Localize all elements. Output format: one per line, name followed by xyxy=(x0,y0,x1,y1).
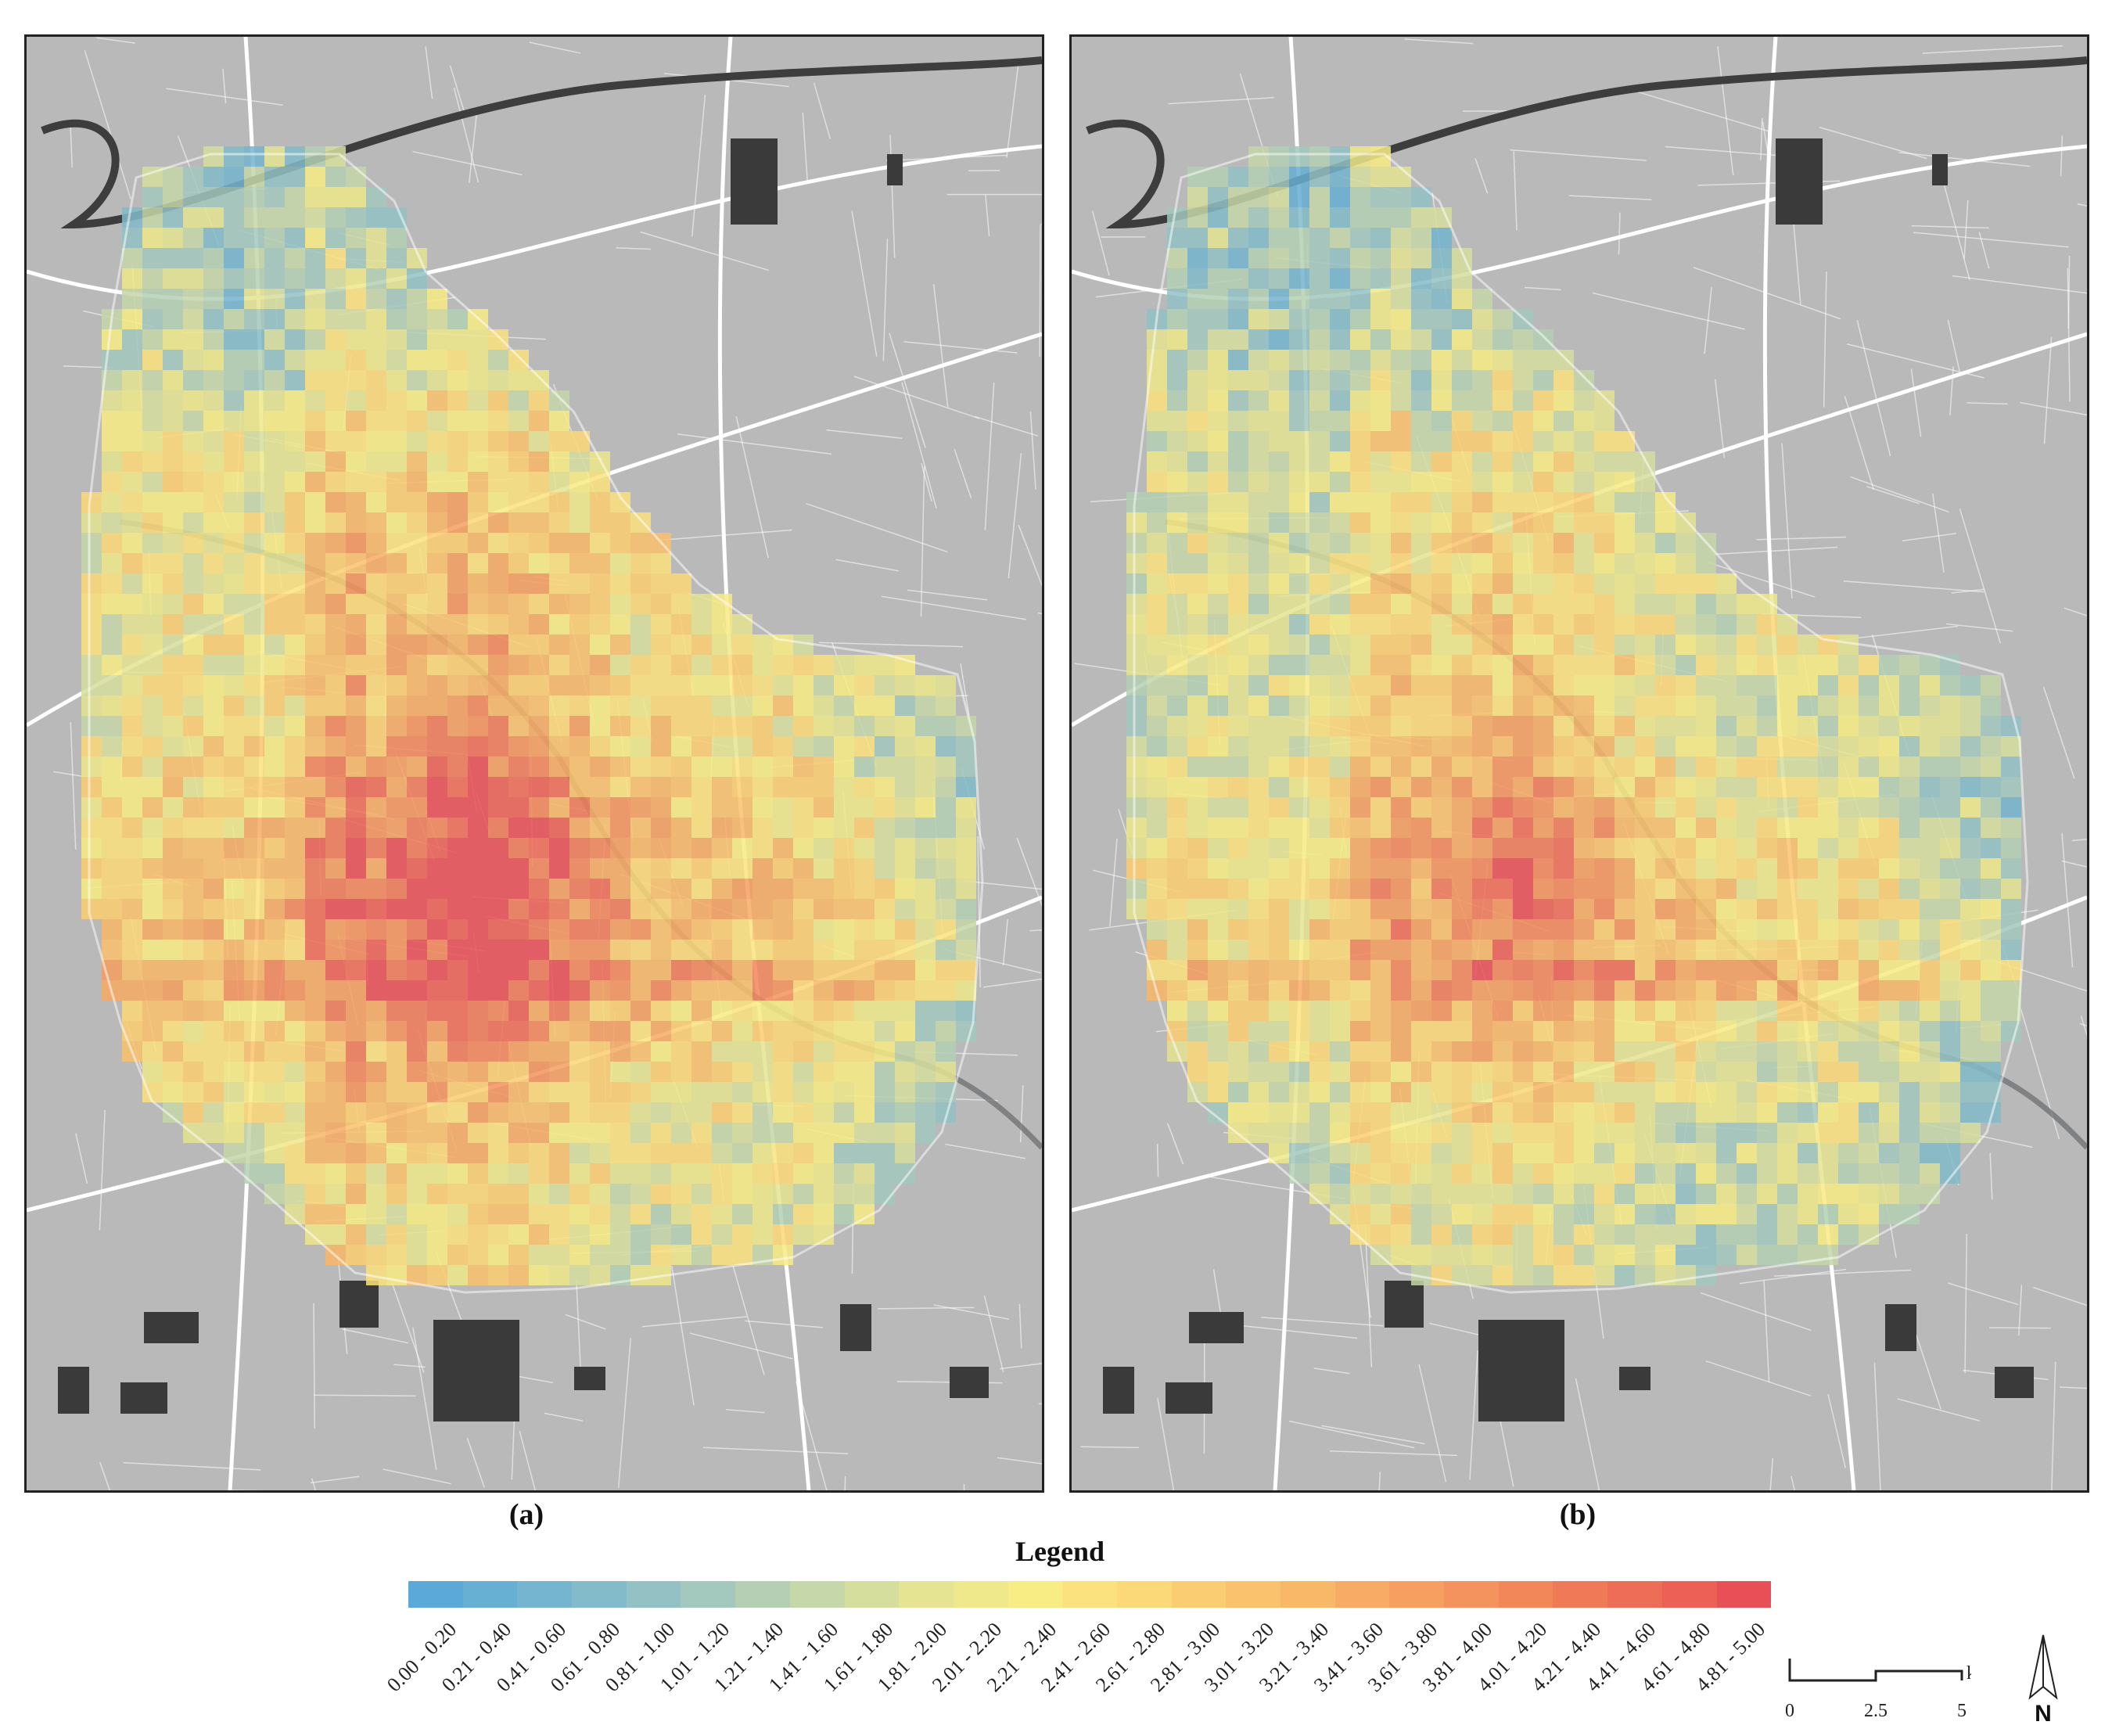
map-canvas xyxy=(27,37,1042,1490)
legend-swatch xyxy=(1444,1581,1499,1608)
legend-tick-label: 4.61 - 4.80 xyxy=(1636,1618,1715,1697)
scale-tick-5: 5 xyxy=(1957,1701,1967,1721)
legend-swatch xyxy=(1226,1581,1280,1608)
legend-tick-label: 2.41 - 2.60 xyxy=(1036,1618,1115,1697)
legend-swatch xyxy=(1116,1581,1172,1608)
study-area-boundary xyxy=(1133,153,2029,1294)
legend-tick-label: 0.21 - 0.40 xyxy=(436,1618,516,1697)
heat-grid xyxy=(81,146,976,1285)
legend-swatch xyxy=(1171,1581,1227,1608)
building-blocks xyxy=(58,138,989,1422)
legend-swatch xyxy=(899,1581,954,1608)
legend-tick-label: 3.01 - 3.20 xyxy=(1200,1618,1279,1697)
legend-tick-label: 4.21 - 4.40 xyxy=(1527,1618,1606,1697)
scale-unit: km xyxy=(1967,1663,1971,1684)
map-panel-b xyxy=(1069,34,2089,1493)
legend-tick-label: 2.81 - 3.00 xyxy=(1145,1618,1224,1697)
legend-tick-label: 1.21 - 1.40 xyxy=(709,1618,788,1697)
legend-tick-label: 2.21 - 2.40 xyxy=(982,1618,1061,1697)
heat-grid xyxy=(1126,146,2021,1285)
scale-bar-line xyxy=(1788,1659,1963,1682)
scale-tick-2-5: 2.5 xyxy=(1864,1701,1888,1721)
river-north xyxy=(1086,56,2087,229)
legend-color-bar xyxy=(408,1581,1772,1608)
legend-swatch xyxy=(408,1581,463,1608)
legend-tick-label: 0.00 - 0.20 xyxy=(383,1618,462,1697)
legend-swatch xyxy=(1008,1581,1063,1608)
legend-tick-label: 0.41 - 0.60 xyxy=(491,1618,570,1697)
legend-swatch xyxy=(844,1581,900,1608)
panel-label-b: (b) xyxy=(1559,1498,1597,1531)
legend-swatch xyxy=(572,1581,627,1608)
legend-swatch xyxy=(735,1581,790,1608)
legend-tick-label: 3.21 - 3.40 xyxy=(1255,1618,1334,1697)
map-panel-a xyxy=(24,34,1044,1493)
legend-tick-label: 0.61 - 0.80 xyxy=(546,1618,625,1697)
legend-tick-label: 2.01 - 2.20 xyxy=(927,1618,1007,1697)
map-canvas xyxy=(1072,37,2087,1490)
legend-swatch xyxy=(1553,1581,1608,1608)
legend-swatch xyxy=(1280,1581,1335,1608)
legend-tick-label: 1.61 - 1.80 xyxy=(818,1618,897,1697)
building-blocks xyxy=(1103,138,2034,1422)
legend-swatch xyxy=(953,1581,1008,1608)
legend-tick-label: 0.81 - 1.00 xyxy=(600,1618,680,1697)
legend-swatch xyxy=(1661,1581,1717,1608)
panel-label-a: (a) xyxy=(508,1498,544,1531)
scale-bar: 0 2.5 5 km xyxy=(1785,1659,1971,1721)
legend-swatch xyxy=(1498,1581,1553,1608)
study-area-boundary xyxy=(88,153,984,1294)
scale-tick-0: 0 xyxy=(1785,1701,1794,1721)
north-label: N xyxy=(2035,1701,2052,1726)
legend-swatch xyxy=(789,1581,845,1608)
legend-tick-label: 3.41 - 3.60 xyxy=(1309,1618,1388,1697)
legend-tick-label: 1.01 - 1.20 xyxy=(655,1618,734,1697)
legend-swatch xyxy=(626,1581,681,1608)
legend-swatch xyxy=(1334,1581,1390,1608)
legend-swatch xyxy=(681,1581,736,1608)
legend-swatch xyxy=(1062,1581,1117,1608)
legend-swatch xyxy=(1389,1581,1445,1608)
legend-swatch xyxy=(462,1581,518,1608)
legend-tick-label: 2.61 - 2.80 xyxy=(1091,1618,1170,1697)
legend-tick-label: 3.61 - 3.80 xyxy=(1363,1618,1442,1697)
legend-swatch xyxy=(517,1581,573,1608)
legend-tick-label: 4.81 - 5.00 xyxy=(1690,1618,1769,1697)
legend-tick-label: 4.01 - 4.20 xyxy=(1472,1618,1551,1697)
legend-tick-label: 1.81 - 2.00 xyxy=(873,1618,952,1697)
legend-title: Legend xyxy=(1015,1536,1104,1567)
legend-tick-label: 3.81 - 4.00 xyxy=(1418,1618,1497,1697)
legend-swatch xyxy=(1716,1581,1772,1608)
north-arrow-icon: N xyxy=(2028,1634,2058,1726)
legend-tick-label: 4.41 - 4.60 xyxy=(1582,1618,1661,1697)
river-north xyxy=(41,56,1042,229)
legend-tick-label: 1.41 - 1.60 xyxy=(763,1618,843,1697)
legend-swatch xyxy=(1607,1581,1662,1608)
